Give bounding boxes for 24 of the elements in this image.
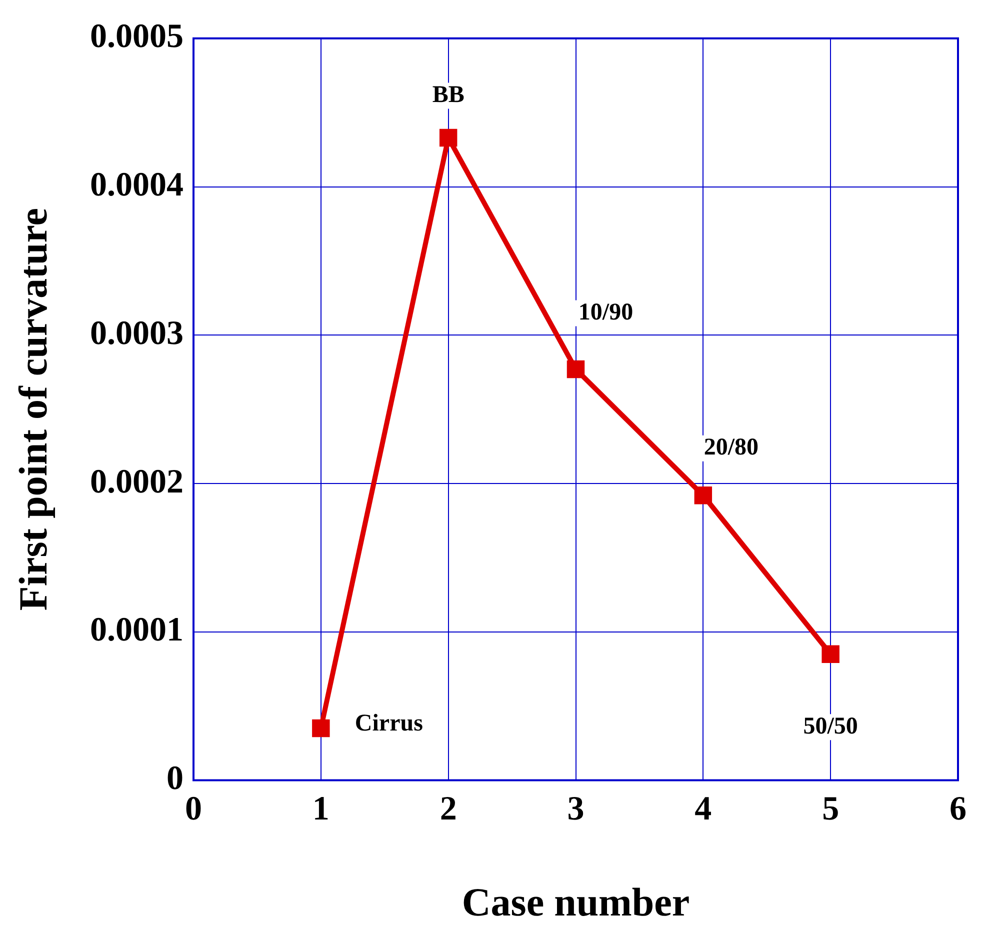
x-tick-label: 1	[312, 790, 330, 828]
x-tick-label: 6	[950, 790, 966, 828]
y-tick-label: 0.0003	[90, 314, 184, 352]
point	[439, 128, 458, 147]
point	[312, 719, 330, 738]
y-tick-label: 0.0004	[90, 166, 184, 204]
annotation: 20/80	[704, 434, 759, 461]
x-tick-label: 2	[440, 790, 457, 828]
x-tick-label: 5	[822, 790, 840, 828]
annotation: BB	[432, 82, 464, 108]
y-tick-label: 0	[166, 760, 184, 797]
point	[566, 360, 585, 378]
point	[822, 645, 840, 663]
y-tick-label: 0.0005	[90, 18, 184, 56]
point	[694, 486, 712, 504]
annotation: 10/90	[578, 299, 634, 326]
x-axis-title: Case number	[462, 879, 690, 924]
y-tick-label: 0.0001	[90, 612, 184, 649]
x-tick-label: 3	[567, 790, 584, 828]
y-axis-title: First point of curvature	[10, 208, 56, 611]
x-tick-label: 4	[694, 790, 712, 828]
annotation: 50/50	[803, 713, 858, 740]
annotation: Cirrus	[354, 710, 423, 736]
y-tick-label: 0.0002	[90, 463, 184, 500]
